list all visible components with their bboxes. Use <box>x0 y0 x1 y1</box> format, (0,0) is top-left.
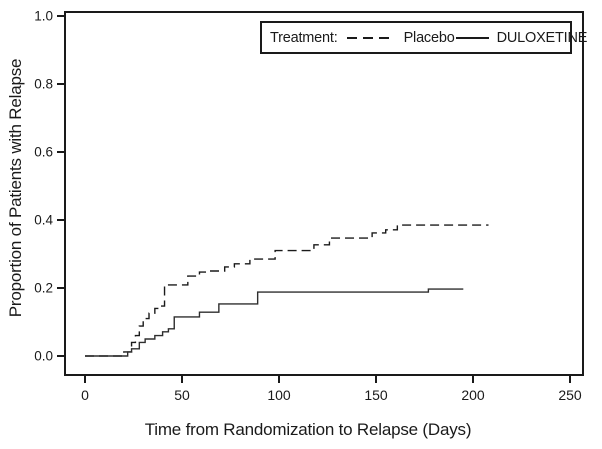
y-tick-label: 0.0 <box>34 349 53 364</box>
y-tick-label: 0.4 <box>34 213 53 228</box>
x-tick-label: 50 <box>174 387 190 403</box>
legend-label-duloxetine: DULOXETINE <box>496 29 588 46</box>
y-tick-label: 0.2 <box>34 281 53 296</box>
y-tick-label: 0.6 <box>34 145 53 160</box>
x-tick-label: 0 <box>81 387 89 403</box>
solid-line-icon <box>455 36 489 40</box>
x-tick-label: 200 <box>461 387 485 403</box>
x-tick-label: 150 <box>364 387 388 403</box>
y-tick-label: 1.0 <box>34 9 53 24</box>
x-tick-label: 100 <box>267 387 291 403</box>
plot-frame <box>64 11 584 376</box>
legend-label-placebo: Placebo <box>403 29 455 46</box>
x-axis-title: Time from Randomization to Relapse (Days… <box>144 420 472 439</box>
series-placebo <box>85 224 489 357</box>
y-axis-title: Proportion of Patients with Relapse <box>6 58 25 318</box>
legend: Treatment: Placebo DULOXETINE <box>260 21 587 54</box>
legend-title: Treatment: <box>270 29 338 46</box>
series-duloxetine <box>85 288 464 357</box>
dashed-line-icon <box>346 36 393 40</box>
x-tick-label: 250 <box>558 387 582 403</box>
y-tick-label: 0.8 <box>34 77 53 92</box>
